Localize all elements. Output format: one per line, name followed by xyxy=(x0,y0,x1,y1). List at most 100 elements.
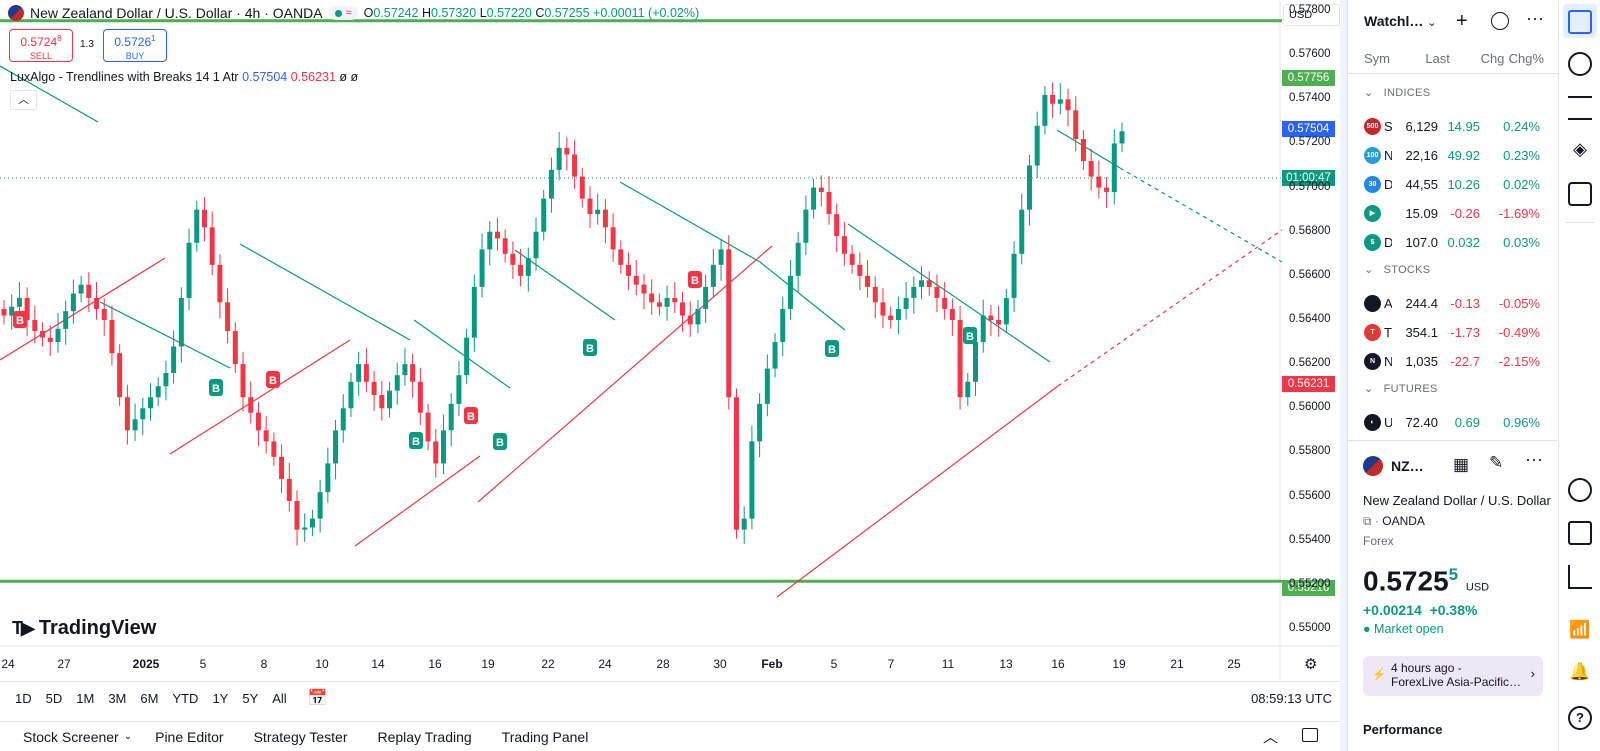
external-link-icon[interactable]: ⧉ · xyxy=(1363,514,1379,528)
sell-button[interactable]: 0.57248 SELL xyxy=(9,29,73,62)
tab-trading-panel[interactable]: Trading Panel xyxy=(501,728,589,745)
help-icon[interactable]: ? xyxy=(1568,706,1592,730)
price-chart[interactable]: B B B B B B B B B B xyxy=(0,0,1340,680)
range-5d[interactable]: 5D xyxy=(45,690,63,706)
lightning-icon: ⚡ xyxy=(1372,669,1386,681)
watchlist-row[interactable]: 500 S 6,129 14.95 0.24% xyxy=(1364,112,1550,140)
edit-icon[interactable]: ✎ xyxy=(1489,453,1504,472)
more-options-icon[interactable]: ··· xyxy=(1526,8,1544,28)
range-6m[interactable]: 6M xyxy=(140,690,159,706)
candle-body xyxy=(217,264,223,303)
tab-pine-editor[interactable]: Pine Editor xyxy=(155,728,224,745)
details-change: +0.00214 +0.38% xyxy=(1363,602,1478,618)
settings-gear-icon[interactable]: ⚙ xyxy=(1304,656,1318,673)
watchlist-row[interactable]: N N 1,035 -22.7 -2.15% xyxy=(1364,347,1550,375)
more-options-icon[interactable]: ··· xyxy=(1525,449,1543,469)
calendar-icon[interactable] xyxy=(1568,521,1592,545)
object-tree-icon[interactable] xyxy=(1568,96,1592,120)
panel-splitter[interactable] xyxy=(1340,0,1347,751)
wave-icon: ≈ xyxy=(345,7,352,19)
tab-stock-screener[interactable]: Stock Screener xyxy=(23,728,119,745)
price-tick-label: 0.57800 xyxy=(1289,4,1331,17)
range-1d[interactable]: 1D xyxy=(15,690,32,706)
date-range-icon[interactable]: 📅 xyxy=(307,690,328,707)
target-icon[interactable] xyxy=(1568,478,1592,502)
indicator-legend[interactable]: LuxAlgo - Trendlines with Breaks 14 1 At… xyxy=(10,70,358,84)
range-5y[interactable]: 5Y xyxy=(242,690,259,706)
notification-bell-icon[interactable]: 🔔 xyxy=(1569,662,1591,681)
candle-body xyxy=(548,169,554,199)
trend-chart-icon[interactable] xyxy=(1568,565,1592,589)
candle-body xyxy=(440,430,446,464)
watchlist-row[interactable]: T T 354.1 -1.73 -0.49% xyxy=(1364,318,1550,346)
time-tick-label: 2025 xyxy=(132,657,160,671)
trendline-down-projection xyxy=(1119,167,1283,263)
candle-body xyxy=(726,249,732,398)
currency-selector[interactable]: USD xyxy=(1283,4,1340,26)
breakout-label-bg xyxy=(464,407,478,424)
market-status-pill[interactable]: ≈ xyxy=(328,6,358,20)
watchlist-section-indices[interactable]: ⌄ INDICES xyxy=(1364,87,1431,99)
watchlist-last: 6,129 xyxy=(1405,118,1438,134)
watchlist-row[interactable]: ▶ 15.09 -0.26 -1.69% xyxy=(1364,199,1550,227)
chevron-down-icon: ⌄ xyxy=(1364,87,1374,99)
range-all[interactable]: All xyxy=(272,690,287,706)
candle-body xyxy=(178,297,184,347)
details-exchange[interactable]: OANDA xyxy=(1382,514,1425,528)
add-symbol-icon[interactable]: + xyxy=(1456,10,1468,32)
range-3m[interactable]: 3M xyxy=(108,690,127,706)
candle-body xyxy=(101,308,107,320)
range-1m[interactable]: 1M xyxy=(76,690,95,706)
chat-icon[interactable] xyxy=(1568,182,1592,206)
watchlist-symbol: N xyxy=(1384,353,1392,369)
alarm-clock-icon[interactable] xyxy=(1568,52,1592,76)
maximize-panel-icon[interactable] xyxy=(1302,728,1318,742)
col-last[interactable]: Last xyxy=(1425,51,1450,66)
chevron-down-icon[interactable]: ⌄ xyxy=(123,731,133,742)
watchlist-row[interactable]: $DX 107.0 0.032 0.03% xyxy=(1364,228,1550,256)
watchlist-row[interactable]: 30 D 44,55 10.26 0.02% xyxy=(1364,170,1550,198)
news-item[interactable]: ⚡ 4 hours ago - ForexLive Asia-Pacific… … xyxy=(1363,656,1543,696)
watchlist-row[interactable]: 100 N 22,16 49.92 0.23% xyxy=(1364,141,1550,169)
candle-body xyxy=(232,331,238,365)
advanced-view-icon[interactable] xyxy=(1491,12,1509,30)
col-sym[interactable]: Sym xyxy=(1364,51,1390,66)
watchlist-row[interactable]: ◐US 72.40 0.69 0.96% xyxy=(1364,408,1550,436)
watchlist-title[interactable]: Watchl… ⌄ xyxy=(1364,13,1437,29)
breakout-label: B xyxy=(269,375,277,387)
candle-body xyxy=(70,293,76,312)
candle-body xyxy=(9,306,15,316)
time-tick-label: 22 xyxy=(541,657,555,671)
tab-replay-trading[interactable]: Replay Trading xyxy=(377,728,472,745)
watchlist-icon[interactable] xyxy=(1568,10,1592,34)
candle-body xyxy=(880,302,886,316)
collapse-indicators-button[interactable]: ︿ xyxy=(10,90,37,110)
watchlist-row[interactable]: A 244.4 -0.13 -0.05% xyxy=(1364,289,1550,317)
ohlc-values: O0.57242 H0.57320 L0.57220 C0.57255 +0.0… xyxy=(363,6,700,20)
breakout-label-bg xyxy=(493,433,507,450)
broadcast-icon[interactable]: 📶 xyxy=(1569,620,1591,639)
collapse-panel-icon[interactable]: ︿ xyxy=(1262,729,1278,746)
watchlist-section-futures[interactable]: ⌄ FUTURES xyxy=(1364,383,1438,395)
col-chgp[interactable]: Chg% xyxy=(1508,51,1544,66)
symbol-title[interactable]: New Zealand Dollar / U.S. Dollar · 4h · … xyxy=(30,5,323,21)
candle-body xyxy=(363,364,369,382)
col-chg[interactable]: Chg xyxy=(1480,51,1505,66)
candle-body xyxy=(1,308,7,316)
clock-utc[interactable]: 08:59:13 UTC xyxy=(1251,691,1332,706)
tab-strategy-tester[interactable]: Strategy Tester xyxy=(253,728,348,745)
buy-button[interactable]: 0.57261 BUY xyxy=(103,29,167,62)
range-1y[interactable]: 1Y xyxy=(212,690,229,706)
trendline-up xyxy=(477,245,773,503)
grid-icon[interactable]: ▦ xyxy=(1453,455,1470,474)
candle-body xyxy=(356,364,362,382)
range-ytd[interactable]: YTD xyxy=(172,690,199,706)
chart-area[interactable]: B B B B B B B B B B New Zealand Dollar / U.S. Dol… xyxy=(0,0,1340,680)
watchlist-section-stocks[interactable]: ⌄ STOCKS xyxy=(1364,264,1431,276)
candle-body xyxy=(479,249,485,287)
candle-body xyxy=(749,441,755,519)
layers-icon[interactable]: ◈ xyxy=(1573,139,1587,159)
breakout-label: B xyxy=(496,437,504,449)
details-symbol[interactable]: NZ… xyxy=(1391,458,1424,474)
chevron-down-icon[interactable]: ⌄ xyxy=(1427,17,1437,29)
